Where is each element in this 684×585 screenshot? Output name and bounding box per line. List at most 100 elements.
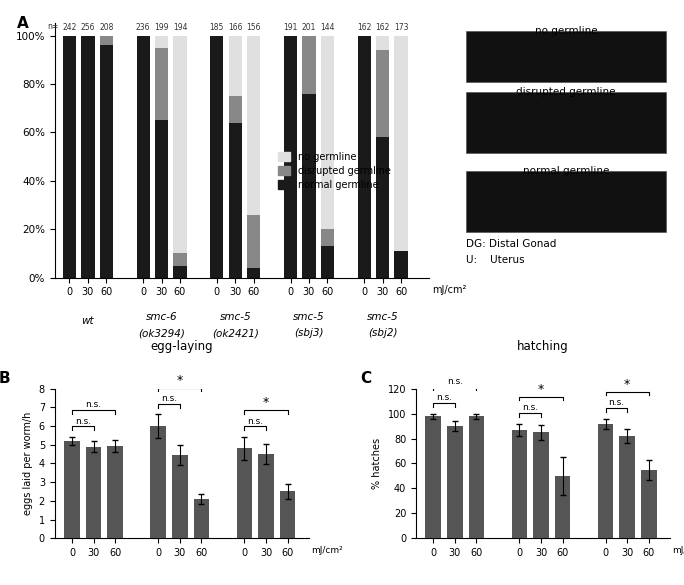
Y-axis label: % hatches: % hatches [372, 438, 382, 489]
Legend: no germline, disrupted germline, normal germline: no germline, disrupted germline, normal … [276, 150, 393, 192]
Bar [228, 96, 242, 123]
Bar [63, 36, 76, 278]
Text: n.s.: n.s. [75, 417, 91, 426]
Bar [555, 476, 570, 538]
Bar [598, 424, 614, 538]
Bar [425, 416, 441, 538]
Bar [247, 268, 261, 278]
Bar [284, 36, 297, 278]
Bar [155, 47, 168, 121]
Text: U:    Uterus: U: Uterus [466, 254, 525, 265]
Text: n.s.: n.s. [522, 403, 538, 412]
Text: mJ/cm²: mJ/cm² [432, 285, 466, 295]
Text: mJ/cm²: mJ/cm² [311, 546, 343, 555]
Title: hatching: hatching [517, 340, 569, 353]
Text: normal germline: normal germline [523, 166, 609, 176]
Text: (sbj2): (sbj2) [368, 328, 397, 339]
Text: n.s.: n.s. [436, 393, 452, 402]
Bar [237, 449, 252, 538]
Text: B: B [0, 371, 10, 386]
Text: smc-5: smc-5 [220, 312, 251, 322]
Bar [100, 45, 113, 278]
Bar [620, 436, 635, 538]
Bar [81, 36, 94, 278]
Text: (ok2421): (ok2421) [212, 328, 259, 339]
Bar [228, 36, 242, 96]
Text: A: A [17, 16, 29, 31]
Text: *: * [538, 383, 544, 396]
Text: 162: 162 [376, 23, 390, 32]
Text: 208: 208 [99, 23, 114, 32]
Bar [173, 266, 187, 278]
Text: 242: 242 [62, 23, 77, 32]
Text: 236: 236 [136, 23, 150, 32]
Bar [302, 94, 315, 278]
Bar [137, 36, 150, 278]
Y-axis label: eggs laid per worm/h: eggs laid per worm/h [23, 412, 34, 515]
Text: 194: 194 [173, 23, 187, 32]
Bar [376, 137, 389, 278]
Text: 256: 256 [81, 23, 95, 32]
Text: wt: wt [81, 316, 94, 326]
Bar [512, 430, 527, 538]
Bar [247, 215, 261, 268]
Bar [466, 92, 666, 153]
Bar [173, 36, 187, 253]
Bar [395, 251, 408, 278]
Bar [376, 50, 389, 137]
Bar [247, 36, 261, 215]
Text: 166: 166 [228, 23, 243, 32]
Bar [107, 446, 123, 538]
Text: C: C [360, 371, 371, 386]
Text: n.s.: n.s. [247, 417, 263, 426]
Bar [280, 491, 295, 538]
Bar [641, 470, 657, 538]
Bar [321, 246, 334, 278]
Bar [64, 441, 80, 538]
Text: 201: 201 [302, 23, 316, 32]
Bar [469, 416, 484, 538]
Text: smc-5: smc-5 [293, 312, 325, 322]
Text: 162: 162 [357, 23, 371, 32]
Text: (ok3294): (ok3294) [138, 328, 185, 339]
Bar [150, 426, 166, 538]
Title: egg-laying: egg-laying [150, 340, 213, 353]
Bar [376, 36, 389, 50]
Bar [172, 455, 187, 538]
Bar [194, 499, 209, 538]
Bar [210, 36, 224, 278]
Text: no germline: no germline [535, 26, 597, 36]
Bar [395, 36, 408, 251]
Text: mJ/cm²: mJ/cm² [672, 546, 684, 555]
Text: n.s.: n.s. [86, 400, 102, 410]
Bar [86, 446, 101, 538]
Bar [155, 121, 168, 278]
Text: n.s.: n.s. [161, 394, 177, 403]
Bar [321, 36, 334, 229]
Bar [302, 36, 315, 94]
Text: n.s.: n.s. [447, 377, 463, 386]
Text: smc-6: smc-6 [146, 312, 177, 322]
Text: *: * [263, 396, 269, 409]
Bar [100, 36, 113, 45]
Bar [466, 171, 666, 232]
Text: *: * [624, 378, 631, 391]
Text: n=: n= [47, 22, 59, 30]
Bar [466, 31, 666, 82]
Text: n.s.: n.s. [608, 398, 624, 407]
Text: 173: 173 [394, 23, 408, 32]
Bar [259, 454, 274, 538]
Text: disrupted germline: disrupted germline [516, 87, 616, 97]
Bar [321, 229, 334, 246]
Bar [228, 123, 242, 278]
Text: *: * [176, 374, 183, 387]
Bar [358, 36, 371, 278]
Text: 185: 185 [209, 23, 224, 32]
Text: smc-5: smc-5 [367, 312, 398, 322]
Text: 144: 144 [320, 23, 334, 32]
Text: 199: 199 [155, 23, 169, 32]
Text: (sbj3): (sbj3) [294, 328, 324, 339]
Bar [173, 253, 187, 266]
Text: 156: 156 [246, 23, 261, 32]
Text: 191: 191 [283, 23, 298, 32]
